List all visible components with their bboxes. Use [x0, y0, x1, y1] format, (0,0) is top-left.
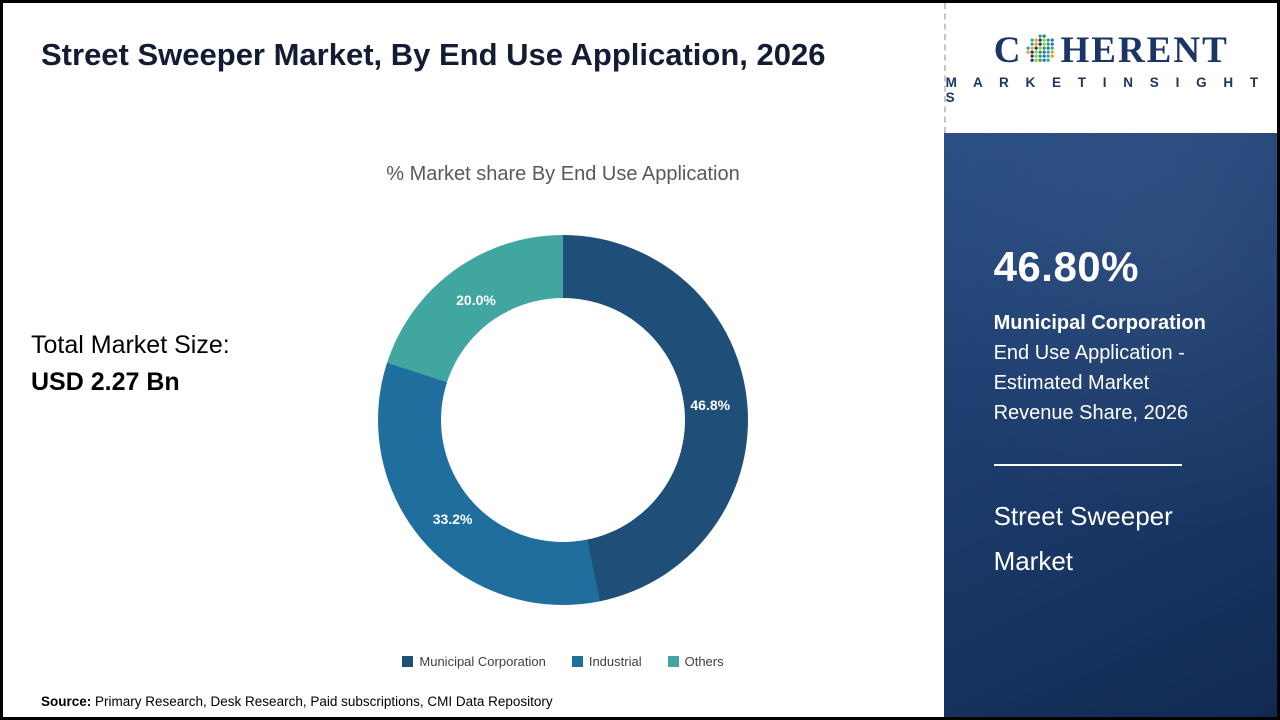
source-label: Source:: [41, 694, 92, 709]
brand-logo: C HERENT: [994, 32, 1229, 69]
slice-label: 20.0%: [456, 292, 496, 309]
logo-text-herent: HERENT: [1060, 29, 1229, 71]
chart-legend: Municipal Corporation Industrial Others: [203, 654, 923, 669]
legend-swatch-icon: [667, 656, 679, 667]
total-market-label: Total Market Size:: [31, 331, 230, 359]
source-line: Source: Primary Research, Desk Research,…: [41, 694, 553, 709]
stat-value: 46.80%: [993, 243, 1140, 290]
donut-hole: [441, 298, 685, 542]
legend-label: Municipal Corporation: [419, 654, 546, 669]
globe-dots-icon: [1025, 34, 1054, 62]
legend-swatch-icon: [571, 656, 583, 667]
divider-line: [993, 464, 1182, 466]
legend-item: Municipal Corporation: [402, 654, 546, 669]
stat-panel: 46.80% Municipal Corporation End Use App…: [943, 133, 1278, 717]
sidebar: C HERENT M A R K E T I N S I G H T S 46.…: [943, 3, 1278, 717]
stat-label: Municipal Corporation: [993, 312, 1206, 334]
stat-description: End Use Application - Estimated Market R…: [993, 342, 1189, 424]
page-title: Street Sweeper Market, By End Use Applic…: [41, 37, 826, 72]
chart-title: % Market share By End Use Application: [386, 163, 740, 185]
donut-labels: 46.8% 33.2% 20.0%: [378, 235, 748, 605]
donut-chart-wrapper: 46.8% 33.2% 20.0%: [378, 235, 748, 605]
report-name: Street Sweeper Market: [993, 501, 1173, 576]
legend-label: Others: [684, 654, 724, 669]
source-text: Primary Research, Desk Research, Paid su…: [91, 694, 553, 709]
legend-item: Industrial: [571, 654, 642, 669]
legend-swatch-icon: [402, 656, 414, 667]
legend-label: Industrial: [588, 654, 642, 669]
logo-text-c: C: [993, 29, 1023, 71]
logo-box: C HERENT M A R K E T I N S I G H T S: [943, 3, 1277, 133]
main-content: Street Sweeper Market, By End Use Applic…: [3, 3, 944, 717]
legend-item: Others: [667, 654, 724, 669]
total-market-block: Total Market Size: USD 2.27 Bn: [31, 331, 230, 397]
total-market-value: USD 2.27 Bn: [31, 368, 180, 396]
slice-label: 33.2%: [432, 510, 473, 527]
slice-label: 46.8%: [690, 397, 731, 414]
logo-subtext: M A R K E T I N S I G H T S: [945, 74, 1265, 105]
